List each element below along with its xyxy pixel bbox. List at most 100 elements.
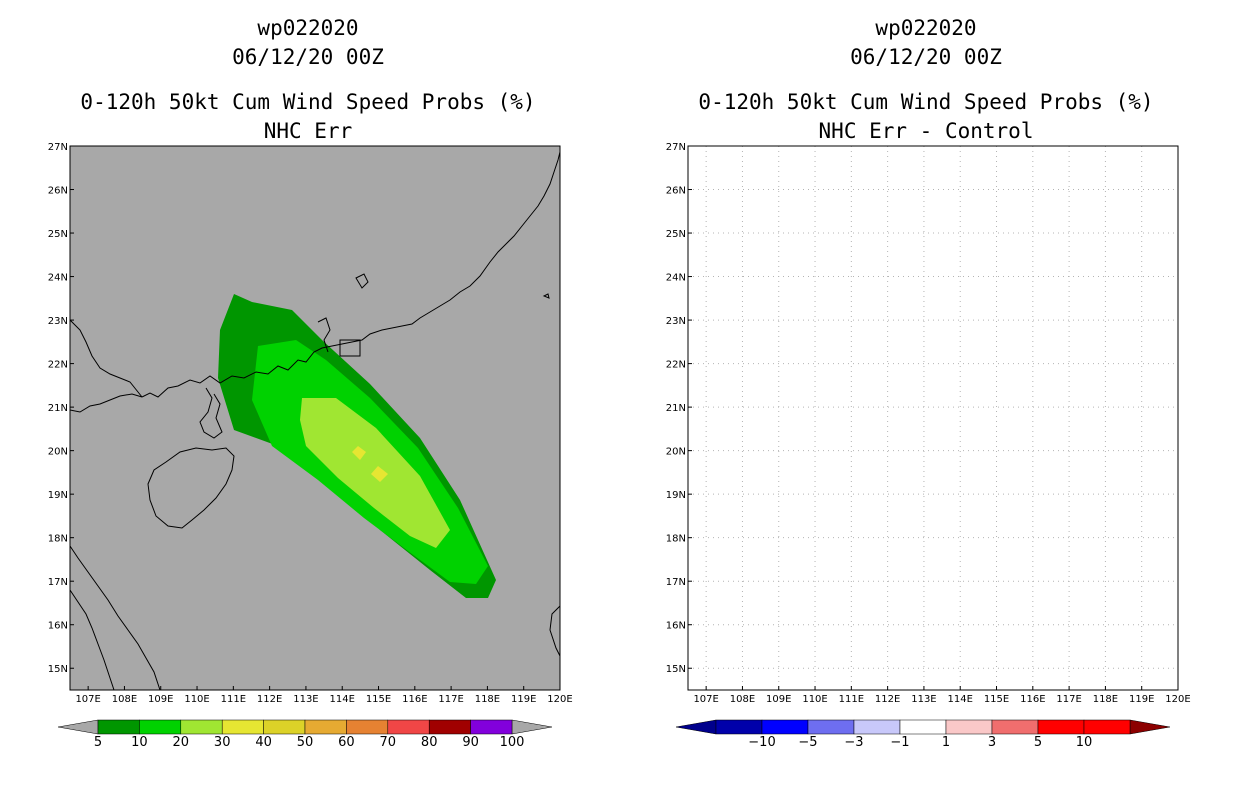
left-subtitle: NHC Err	[263, 119, 353, 143]
colorbar-label: 1	[942, 735, 950, 750]
colorbar-over-triangle	[511, 719, 553, 735]
colorbar-label: 5	[1034, 735, 1042, 750]
right-plot-title: 0-120h 50kt Cum Wind Speed Probs (%) NHC…	[676, 88, 1176, 146]
lon-tick-label: 118E	[1093, 694, 1118, 705]
colorbar-label: 10	[1076, 735, 1093, 750]
lat-tick-label: 27N	[48, 142, 68, 153]
colorbar-segment	[97, 719, 140, 735]
left-plot-title: 0-120h 50kt Cum Wind Speed Probs (%) NHC…	[58, 88, 558, 146]
lat-tick-label: 19N	[48, 490, 68, 501]
lon-tick-label: 109E	[148, 694, 173, 705]
lat-tick-label: 20N	[48, 447, 68, 458]
lat-tick-label: 27N	[666, 142, 686, 153]
colorbar-label: 60	[338, 735, 355, 750]
right-datetime: 06/12/20 00Z	[850, 45, 1002, 69]
lon-tick-label: 108E	[112, 694, 137, 705]
colorbar-under-triangle	[675, 719, 717, 735]
colorbar-segment	[387, 719, 430, 735]
colorbar-label: −3	[844, 735, 863, 750]
lon-tick-label: 107E	[75, 694, 100, 705]
lat-tick-label: 15N	[48, 664, 68, 675]
lon-tick-label: 115E	[984, 694, 1009, 705]
colorbar-segment	[139, 719, 182, 735]
colorbar-segment	[180, 719, 223, 735]
left-title-text: 0-120h 50kt Cum Wind Speed Probs (%)	[80, 90, 536, 114]
colorbar-label: 10	[131, 735, 148, 750]
lon-tick-label: 118E	[475, 694, 500, 705]
lon-tick-label: 120E	[1165, 694, 1190, 705]
colorbar-segment	[304, 719, 347, 735]
lon-tick-label: 112E	[875, 694, 900, 705]
prob-contour-30a	[352, 446, 366, 460]
lon-tick-label: 108E	[730, 694, 755, 705]
left-axis-ticks: 107E 108E 109E 110E 111E 112E 113E 114E 115E 116E…	[48, 142, 573, 705]
lon-tick-label: 111E	[839, 694, 864, 705]
colorbar-segment	[715, 719, 763, 735]
lat-tick-label: 22N	[48, 360, 68, 371]
lat-tick-label: 26N	[666, 186, 686, 197]
lat-tick-label: 17N	[666, 577, 686, 588]
lon-tick-label: 113E	[293, 694, 318, 705]
colorbar-label: 90	[462, 735, 479, 750]
lon-tick-label: 109E	[766, 694, 791, 705]
right-title-text: 0-120h 50kt Cum Wind Speed Probs (%)	[698, 90, 1154, 114]
lon-tick-label: 120E	[547, 694, 572, 705]
colorbar-label: 3	[988, 735, 996, 750]
colorbar-label: 100	[500, 735, 525, 750]
lon-tick-label: 117E	[438, 694, 463, 705]
lat-tick-label: 20N	[666, 447, 686, 458]
left-datetime: 06/12/20 00Z	[232, 45, 384, 69]
lon-tick-label: 112E	[257, 694, 282, 705]
lat-tick-label: 21N	[48, 403, 68, 414]
lat-tick-label: 22N	[666, 360, 686, 371]
lat-tick-label: 26N	[48, 186, 68, 197]
prob-contour-30b	[371, 466, 388, 482]
colorbar-segment	[346, 719, 389, 735]
colorbar-segment	[991, 719, 1039, 735]
colorbar-under-triangle	[57, 719, 99, 735]
lat-tick-label: 15N	[666, 664, 686, 675]
lon-tick-label: 110E	[802, 694, 827, 705]
right-storm-id: wp022020	[875, 16, 977, 40]
lat-tick-label: 18N	[48, 534, 68, 545]
colorbar-label: 40	[255, 735, 272, 750]
right-colorbar: −10 −5 −3 −1 1 3 5 10	[675, 719, 1171, 750]
colorbar-segment	[428, 719, 471, 735]
lon-tick-label: 114E	[330, 694, 355, 705]
colorbar-segment	[470, 719, 513, 735]
lon-tick-label: 114E	[948, 694, 973, 705]
colorbar-over-triangle	[1129, 719, 1171, 735]
lon-tick-label: 117E	[1056, 694, 1081, 705]
lon-tick-label: 110E	[184, 694, 209, 705]
lat-tick-label: 25N	[666, 229, 686, 240]
colorbar-label: 50	[297, 735, 314, 750]
colorbar-segment	[1083, 719, 1131, 735]
left-map-frame	[69, 145, 561, 691]
colorbar-label: 5	[94, 735, 102, 750]
lat-tick-label: 18N	[666, 534, 686, 545]
lat-tick-label: 16N	[666, 621, 686, 632]
lat-tick-label: 24N	[666, 273, 686, 284]
lon-tick-label: 107E	[693, 694, 718, 705]
lat-tick-label: 17N	[48, 577, 68, 588]
colorbar-segment	[263, 719, 306, 735]
lat-tick-label: 16N	[48, 621, 68, 632]
lat-tick-label: 24N	[48, 273, 68, 284]
lat-tick-label: 23N	[666, 316, 686, 327]
colorbar-segment	[761, 719, 809, 735]
lon-tick-label: 111E	[221, 694, 246, 705]
colorbar-label: −1	[890, 735, 909, 750]
lon-tick-label: 116E	[402, 694, 427, 705]
colorbar-segment	[807, 719, 855, 735]
colorbar-label: 30	[214, 735, 231, 750]
colorbar-label: 70	[380, 735, 397, 750]
right-panel-header: wp022020 06/12/20 00Z	[676, 14, 1176, 72]
colorbar-segment	[1037, 719, 1085, 735]
lat-tick-label: 25N	[48, 229, 68, 240]
colorbar-label: 20	[173, 735, 190, 750]
colorbar-segment	[221, 719, 264, 735]
lon-tick-label: 116E	[1020, 694, 1045, 705]
left-storm-id: wp022020	[257, 16, 359, 40]
lat-tick-label: 19N	[666, 490, 686, 501]
